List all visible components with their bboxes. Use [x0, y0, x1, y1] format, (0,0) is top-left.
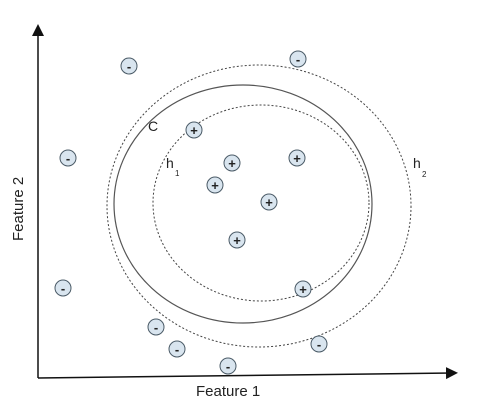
negative-sample: -	[147, 318, 165, 336]
x-axis	[37, 367, 458, 380]
curve-h2-subscript: 2	[422, 170, 427, 179]
sample-sign: -	[317, 337, 321, 352]
sample-sign: -	[296, 52, 300, 67]
sample-sign: -	[61, 281, 65, 296]
curve-c	[113, 84, 373, 324]
curve-c-label: C	[148, 118, 158, 134]
negative-sample: -	[54, 279, 72, 297]
positive-sample: +	[185, 121, 203, 139]
sample-sign: +	[293, 151, 301, 166]
curves	[106, 64, 412, 348]
positive-sample: +	[223, 154, 241, 172]
sample-sign: -	[226, 359, 230, 374]
sample-sign: +	[228, 156, 236, 171]
positive-sample: +	[260, 193, 278, 211]
positive-sample: +	[294, 280, 312, 298]
sample-sign: -	[154, 320, 158, 335]
positive-sample: +	[228, 231, 246, 249]
sample-sign: +	[265, 195, 273, 210]
negative-sample: -	[168, 340, 186, 358]
sample-sign: +	[190, 123, 198, 138]
sample-sign: -	[66, 151, 70, 166]
curve-h1	[152, 104, 370, 302]
curve-h1-subscript: 1	[175, 169, 180, 178]
y-axis-label: Feature 2	[10, 177, 27, 241]
sample-sign: +	[233, 233, 241, 248]
x-axis-label: Feature 1	[196, 383, 260, 400]
positive-sample: +	[206, 176, 224, 194]
negative-sample: -	[289, 50, 307, 68]
positive-sample: +	[288, 149, 306, 167]
curve-h2	[106, 64, 412, 348]
curve-h2-label: h	[413, 155, 421, 171]
sample-sign: +	[211, 178, 219, 193]
axes	[32, 24, 458, 380]
negative-sample: -	[59, 149, 77, 167]
sample-sign: -	[175, 342, 179, 357]
sample-sign: +	[299, 282, 307, 297]
negative-sample: -	[219, 357, 237, 375]
negative-sample: -	[310, 335, 328, 353]
negative-sample: -	[120, 57, 138, 75]
samples: - - - - - - - -	[54, 50, 328, 375]
sample-sign: -	[127, 59, 131, 74]
curve-h1-label: h	[166, 155, 174, 171]
